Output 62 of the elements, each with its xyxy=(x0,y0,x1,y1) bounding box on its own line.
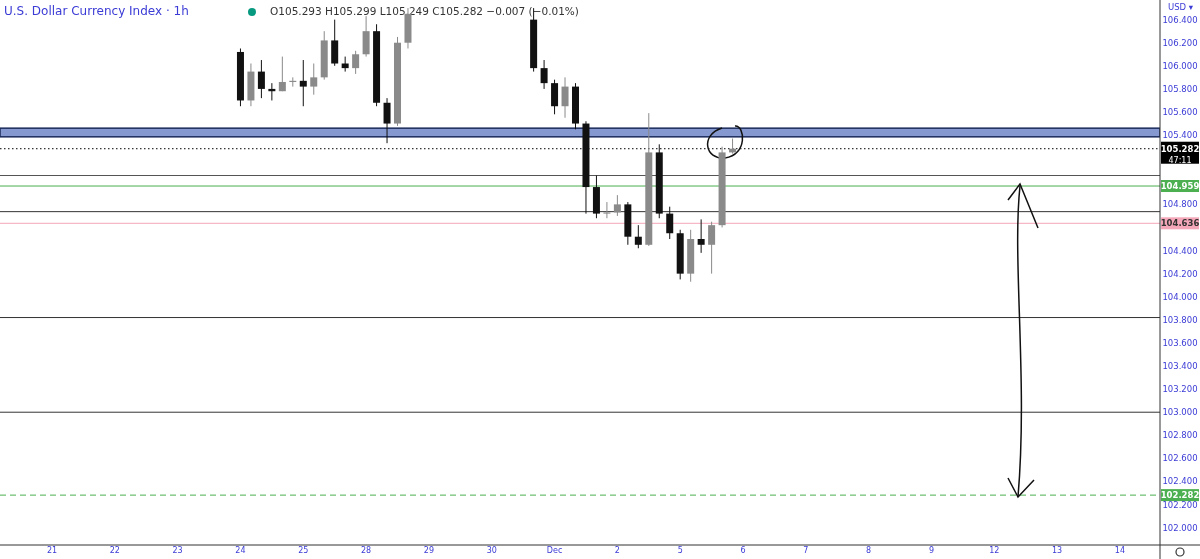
candlestick xyxy=(352,50,360,75)
y-tick-label: 106.000 xyxy=(1162,60,1198,71)
y-tick-label: 104.400 xyxy=(1162,245,1198,256)
candlestick xyxy=(634,224,642,249)
candlestick xyxy=(362,15,370,58)
y-tick-label: 103.800 xyxy=(1162,314,1198,325)
x-tick-label: 14 xyxy=(1114,546,1126,555)
y-tick-label: 103.200 xyxy=(1162,384,1198,395)
x-tick-label: 6 xyxy=(740,546,746,555)
x-tick-label: 24 xyxy=(235,546,246,555)
y-tick-label: 105.800 xyxy=(1162,83,1198,94)
x-tick-label: 29 xyxy=(423,546,435,555)
x-tick-label: 30 xyxy=(486,546,497,555)
candlestick xyxy=(278,56,286,92)
x-tick-label: 5 xyxy=(677,546,683,555)
y-tick-label: 105.600 xyxy=(1162,106,1198,117)
y-tick-label: 102.000 xyxy=(1162,522,1198,533)
x-tick-label: 7 xyxy=(803,546,809,555)
candlestick xyxy=(383,97,391,144)
y-tick-label: 102.400 xyxy=(1162,476,1198,487)
candlestick xyxy=(310,63,318,96)
y-tick-label: 106.200 xyxy=(1162,37,1198,48)
y-tick-label: 103.400 xyxy=(1162,361,1198,371)
candlestick xyxy=(561,76,569,119)
x-tick-label: 8 xyxy=(866,546,872,555)
candlestick xyxy=(257,59,265,99)
x-tick-label: 23 xyxy=(172,546,183,555)
x-tick-label: 9 xyxy=(928,546,935,555)
candlestick xyxy=(697,218,705,254)
x-tick-label: 21 xyxy=(46,546,58,555)
x-tick-label: 25 xyxy=(298,546,309,555)
candlestick xyxy=(551,79,559,115)
x-tick-label: 13 xyxy=(1052,546,1063,555)
chart-title: U.S. Dollar Currency Index · 1h xyxy=(4,4,189,18)
y-tick-label: 104.800 xyxy=(1162,199,1198,210)
candlestick xyxy=(708,221,716,275)
ref-line-label: 104.636 xyxy=(1160,218,1200,229)
candlestick xyxy=(613,194,621,217)
x-tick-label: 12 xyxy=(989,546,1000,555)
y-tick-label: 104.000 xyxy=(1162,291,1198,302)
x-tick-label: 2 xyxy=(614,546,620,555)
y-tick-label: 106.400 xyxy=(1162,14,1198,25)
candlestick xyxy=(299,59,307,107)
annotation: 47:11 xyxy=(1168,155,1192,165)
ref-line-label: 105.282 xyxy=(1160,143,1200,154)
y-tick-label: 105.400 xyxy=(1162,130,1198,141)
x-tick-label: Dec xyxy=(546,546,563,555)
y-tick-label: 104.200 xyxy=(1162,268,1198,279)
ref-line-label: 102.282 xyxy=(1160,490,1200,501)
y-tick-label: 103.000 xyxy=(1162,407,1198,418)
candlestick xyxy=(603,201,611,219)
y-tick-label: 102.200 xyxy=(1162,499,1198,510)
annotation: USD ▾ xyxy=(1168,2,1194,12)
x-tick-label: 28 xyxy=(361,546,372,555)
y-tick-label: 102.800 xyxy=(1162,430,1198,441)
candlestick xyxy=(331,19,339,67)
y-tick-label: 102.600 xyxy=(1162,453,1198,464)
y-tick-label: 103.600 xyxy=(1162,337,1198,348)
candlestick xyxy=(540,59,548,90)
x-tick-label: 22 xyxy=(109,546,120,555)
candlestick xyxy=(666,206,674,240)
ref-line-label: 104.959 xyxy=(1160,180,1200,191)
